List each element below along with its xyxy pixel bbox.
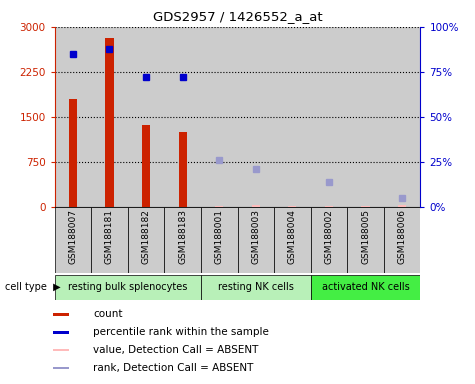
Text: resting NK cells: resting NK cells — [218, 282, 294, 292]
Bar — [347, 27, 384, 207]
Text: GSM188007: GSM188007 — [68, 209, 77, 264]
Bar — [311, 27, 347, 207]
Bar — [238, 27, 274, 207]
Bar — [91, 207, 128, 273]
Bar — [238, 207, 274, 273]
Bar — [53, 313, 68, 316]
Bar — [311, 207, 347, 273]
Bar — [361, 206, 370, 207]
Bar — [128, 207, 164, 273]
Bar — [274, 207, 311, 273]
Text: GSM188004: GSM188004 — [288, 209, 297, 264]
Bar — [325, 206, 333, 207]
Bar — [55, 275, 201, 300]
Text: GSM188183: GSM188183 — [178, 209, 187, 264]
Bar — [53, 367, 68, 369]
Text: GSM188002: GSM188002 — [324, 209, 333, 264]
Bar — [91, 27, 128, 207]
Text: value, Detection Call = ABSENT: value, Detection Call = ABSENT — [93, 345, 258, 355]
Text: GSM188182: GSM188182 — [142, 209, 151, 264]
Text: GSM188001: GSM188001 — [215, 209, 224, 264]
Bar — [347, 207, 384, 273]
Bar — [53, 331, 68, 334]
Text: cell type  ▶: cell type ▶ — [5, 282, 60, 292]
Bar — [384, 207, 420, 273]
Title: GDS2957 / 1426552_a_at: GDS2957 / 1426552_a_at — [152, 10, 323, 23]
Text: rank, Detection Call = ABSENT: rank, Detection Call = ABSENT — [93, 362, 254, 372]
Bar — [288, 205, 296, 207]
Bar — [201, 207, 238, 273]
Bar — [201, 275, 311, 300]
Text: GSM188003: GSM188003 — [251, 209, 260, 264]
Bar — [201, 27, 238, 207]
Text: count: count — [93, 309, 123, 319]
Bar — [128, 27, 164, 207]
Bar — [179, 132, 187, 207]
Bar — [274, 27, 311, 207]
Bar — [69, 99, 77, 207]
Text: activated NK cells: activated NK cells — [322, 282, 409, 292]
Text: GSM188006: GSM188006 — [398, 209, 407, 264]
Bar — [55, 207, 91, 273]
Bar — [164, 27, 201, 207]
Text: resting bulk splenocytes: resting bulk splenocytes — [68, 282, 188, 292]
Bar — [142, 125, 150, 207]
Bar — [215, 206, 223, 207]
Bar — [164, 207, 201, 273]
Bar — [252, 205, 260, 207]
Bar — [105, 38, 114, 207]
Bar — [55, 27, 91, 207]
Bar — [398, 205, 406, 207]
Bar — [311, 275, 420, 300]
Text: percentile rank within the sample: percentile rank within the sample — [93, 327, 269, 337]
Bar — [384, 27, 420, 207]
Text: GSM188181: GSM188181 — [105, 209, 114, 264]
Bar — [53, 349, 68, 351]
Text: GSM188005: GSM188005 — [361, 209, 370, 264]
